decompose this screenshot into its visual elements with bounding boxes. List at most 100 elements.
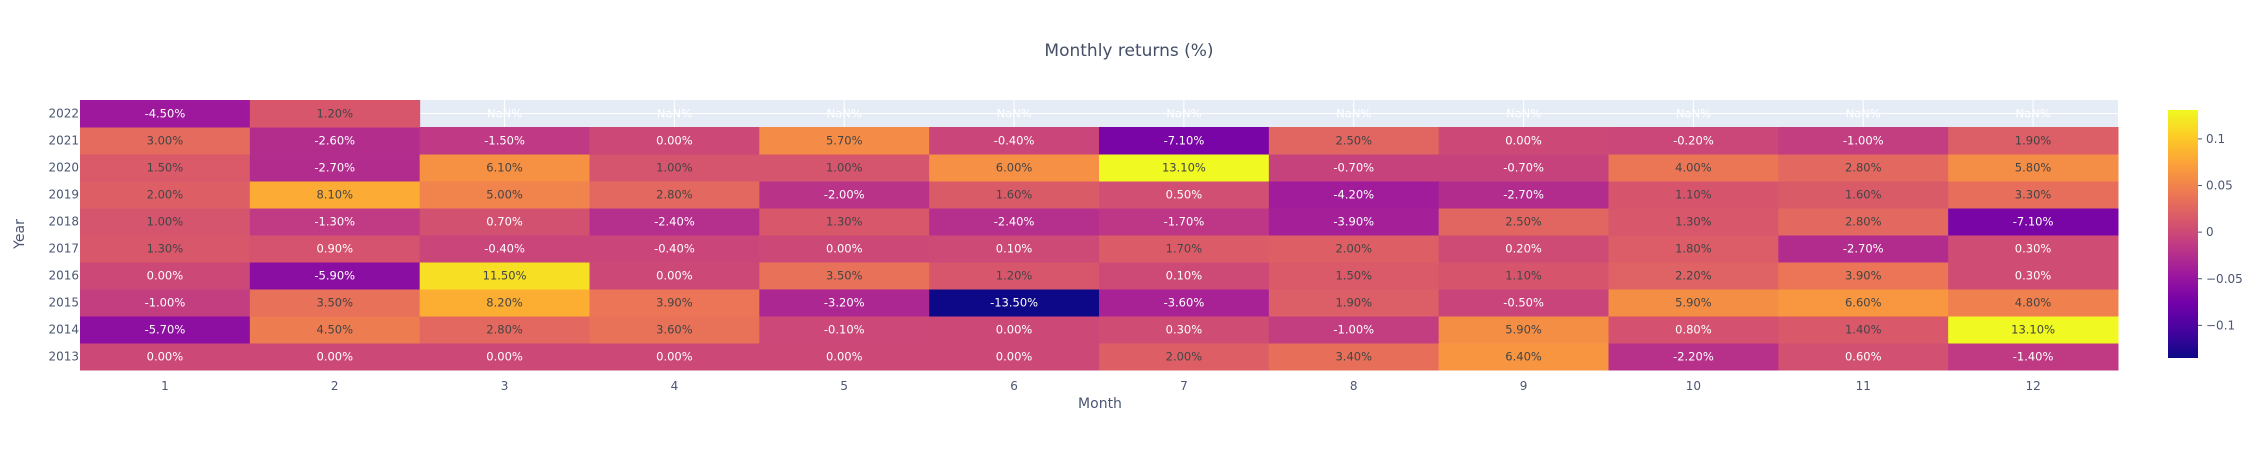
x-tick-label: 2: [331, 379, 339, 393]
heatmap-cell: [1608, 127, 1779, 155]
y-tick-label: 2021: [48, 134, 79, 148]
heatmap-cell: [759, 208, 930, 236]
cell-label: -3.20%: [824, 296, 865, 310]
heatmap-cell: [759, 127, 930, 155]
heatmap-cell: [1268, 235, 1440, 263]
cell-label: 1.00%: [826, 161, 863, 175]
cell-label: NaN%: [1336, 107, 1371, 121]
cell-label: 6.10%: [486, 161, 523, 175]
cell-label: NaN%: [1166, 107, 1201, 121]
cell-label: -1.40%: [2013, 350, 2054, 364]
heatmap-cell: [1948, 262, 2119, 290]
heatmap-cell: [1608, 235, 1779, 263]
cell-label: NaN%: [1846, 107, 1881, 121]
heatmap-cell: [249, 181, 421, 209]
heatmap-cell: [1099, 262, 1270, 290]
cell-label: 6.60%: [1845, 296, 1882, 310]
cell-label: NaN%: [1676, 107, 1711, 121]
cell-label: 13.10%: [1162, 161, 1206, 175]
cell-label: -1.00%: [1333, 323, 1374, 337]
cell-label: -7.10%: [1164, 134, 1205, 148]
heatmap-cell: [1778, 127, 1949, 155]
y-tick-label: 2022: [48, 107, 79, 121]
y-tick-label: 2018: [48, 215, 79, 229]
cell-label: 0.00%: [486, 350, 523, 364]
cell-label: NaN%: [657, 107, 692, 121]
cell-label: NaN%: [1506, 107, 1541, 121]
cell-label: -0.40%: [484, 242, 525, 256]
heatmap-cell: [1268, 127, 1440, 155]
heatmap-cell: [80, 289, 251, 317]
colorbar-tick-labels: −0.1 −0.05 0 0.05 0.1: [2198, 132, 2243, 332]
cell-label: -13.50%: [990, 296, 1038, 310]
cell-label: -2.40%: [994, 215, 1035, 229]
heatmap-cell: [419, 235, 590, 263]
heatmap-cell: [759, 181, 930, 209]
cell-label: 5.70%: [826, 134, 863, 148]
cell-label: 2.00%: [1335, 242, 1372, 256]
cell-label: 0.00%: [656, 350, 693, 364]
heatmap-cell: [419, 262, 590, 290]
cell-label: 2.80%: [1845, 215, 1882, 229]
y-tick-label: 2013: [48, 350, 79, 364]
colorbar-tick-label: −0.05: [2206, 272, 2243, 286]
cell-label: 0.50%: [1166, 188, 1203, 202]
cell-label: -0.40%: [994, 134, 1035, 148]
heatmap-cell: [759, 154, 930, 182]
heatmap-cell: [80, 208, 251, 236]
colorbar-tick-label: 0.1: [2206, 132, 2225, 146]
heatmap-cell: [1608, 208, 1779, 236]
heatmap-cell: [589, 154, 760, 182]
heatmap-cell: [80, 154, 251, 182]
y-tick-label: 2019: [48, 188, 79, 202]
cell-label: 6.00%: [996, 161, 1033, 175]
x-tick-label: 8: [1350, 379, 1358, 393]
colorbar-tick-label: −0.1: [2206, 318, 2235, 332]
cell-label: 11.50%: [483, 269, 527, 283]
y-tick-label: 2017: [48, 242, 79, 256]
heatmap-cell: [1948, 127, 2119, 155]
cell-label: 2.50%: [1505, 215, 1542, 229]
cell-label: 5.00%: [486, 188, 523, 202]
cell-label: 0.60%: [1845, 350, 1882, 364]
cell-label: 0.30%: [1166, 323, 1203, 337]
cell-label: 1.30%: [826, 215, 863, 229]
cell-label: 1.10%: [1675, 188, 1712, 202]
cell-label: -5.70%: [145, 323, 186, 337]
cell-labels: 0.00% 0.00% 0.00% 0.00% 0.00% 0.00% 2.00% 3.40%…: [145, 107, 2056, 364]
cell-label: 0.70%: [486, 215, 523, 229]
heatmap-cell: [929, 127, 1100, 155]
cell-label: 1.40%: [1845, 323, 1882, 337]
heatmap-cell: [929, 262, 1100, 290]
heatmap-cell: [1778, 289, 1949, 317]
heatmap-cell: [1268, 262, 1440, 290]
heatmap-cell: [1268, 208, 1440, 236]
heatmap-cell: [589, 235, 760, 263]
heatmap-cell: [80, 127, 251, 155]
heatmap-cell: [1778, 235, 1949, 263]
x-tick-label: 12: [2025, 379, 2040, 393]
heatmap-cell: [249, 208, 421, 236]
cell-label: -0.10%: [824, 323, 865, 337]
cell-label: 4.80%: [2015, 296, 2052, 310]
heatmap-cell: [1099, 316, 1270, 344]
cell-label: NaN%: [2015, 107, 2050, 121]
x-tick-label: 4: [671, 379, 679, 393]
heatmap-cell: [759, 289, 930, 317]
cell-label: 1.60%: [1845, 188, 1882, 202]
heatmap-cell: [1948, 181, 2119, 209]
heatmap-cell: [759, 235, 930, 263]
heatmap-cell: [1778, 154, 1949, 182]
heatmap-cell: [1099, 154, 1270, 182]
heatmap-cell: [1099, 235, 1270, 263]
x-tick-label: 10: [1686, 379, 1701, 393]
heatmap-cell: [419, 289, 590, 317]
heatmap-cell: [419, 127, 590, 155]
cell-label: 0.00%: [996, 350, 1033, 364]
heatmap-cell: [1608, 316, 1779, 344]
heatmap-cell: [1099, 208, 1270, 236]
cell-label: 1.20%: [316, 107, 353, 121]
cell-label: 3.40%: [1335, 350, 1372, 364]
cell-label: 0.00%: [147, 350, 184, 364]
heatmap-cell: [80, 100, 251, 128]
